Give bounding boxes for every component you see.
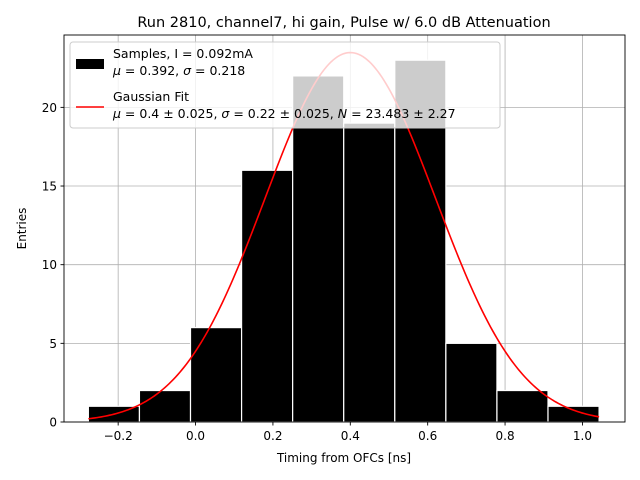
x-tick: 0.0 bbox=[186, 422, 205, 443]
histogram-bar bbox=[240, 169, 294, 423]
legend-patch bbox=[76, 59, 104, 69]
x-axis-ticks: −0.2 0.0 0.2 0.4 0.6 0.8 1.0 bbox=[104, 422, 592, 443]
y-tick-label: 0 bbox=[49, 416, 57, 430]
histogram-bar bbox=[445, 342, 498, 423]
legend-stats-part: μ bbox=[112, 63, 121, 78]
x-tick: −0.2 bbox=[104, 422, 133, 443]
plot-frame bbox=[63, 34, 626, 423]
legend-entry: Samples, I = 0.092mA μ = 0.392, σ = 0.218 bbox=[76, 46, 253, 78]
legend-stats-part: σ bbox=[183, 63, 192, 78]
y-tick-label: 15 bbox=[42, 180, 57, 194]
y-tick-label: 10 bbox=[42, 258, 57, 272]
chart-title: Run 2810, channel7, hi gain, Pulse w/ 6.… bbox=[137, 15, 550, 31]
y-tick-label: 20 bbox=[42, 101, 57, 115]
y-axis-ticks: 0 5 10 15 20 bbox=[42, 101, 64, 430]
y-axis-label: Entries bbox=[15, 208, 29, 250]
legend-stats-part: = 0.218 bbox=[191, 63, 245, 78]
legend-stats-part: σ bbox=[221, 106, 230, 121]
x-tick: 0.2 bbox=[263, 422, 282, 443]
legend-stats-part: = 0.22 ± 0.025, bbox=[229, 106, 337, 121]
y-tick: 5 bbox=[49, 337, 64, 351]
x-tick: 0.8 bbox=[496, 422, 515, 443]
y-tick: 10 bbox=[42, 258, 64, 272]
histogram-bar bbox=[547, 405, 600, 423]
histogram-bar bbox=[496, 389, 549, 423]
y-tick-label: 5 bbox=[49, 337, 57, 351]
x-axis-label: Timing from OFCs [ns] bbox=[276, 451, 411, 465]
legend-stats-part: = 23.483 ± 2.27 bbox=[347, 106, 455, 121]
y-tick: 15 bbox=[42, 180, 64, 194]
x-tick-label: −0.2 bbox=[104, 429, 133, 443]
legend-stats-part: N bbox=[338, 106, 348, 121]
legend-stats-part: μ bbox=[112, 106, 121, 121]
histogram-bar bbox=[189, 327, 243, 423]
y-tick: 0 bbox=[49, 416, 64, 430]
legend-stats-part: = 0.392, bbox=[121, 63, 183, 78]
x-tick: 1.0 bbox=[573, 422, 592, 443]
x-tick-label: 0.6 bbox=[418, 429, 437, 443]
x-tick-label: 1.0 bbox=[573, 429, 592, 443]
legend-stats: μ = 0.392, σ = 0.218 bbox=[112, 63, 245, 78]
y-tick: 20 bbox=[42, 101, 64, 115]
histogram-bar bbox=[138, 389, 192, 423]
x-tick: 0.6 bbox=[418, 422, 437, 443]
legend: Samples, I = 0.092mA μ = 0.392, σ = 0.218… bbox=[69, 41, 501, 129]
x-tick-label: 0.4 bbox=[341, 429, 360, 443]
legend-box bbox=[69, 41, 501, 129]
legend-stats: μ = 0.4 ± 0.025, σ = 0.22 ± 0.025, N = 2… bbox=[112, 106, 456, 121]
histogram-bar bbox=[343, 122, 396, 423]
x-tick-label: 0.8 bbox=[496, 429, 515, 443]
histogram-bar bbox=[292, 75, 345, 423]
x-tick: 0.4 bbox=[341, 422, 360, 443]
legend-label: Gaussian Fit bbox=[113, 89, 189, 104]
legend-stats-part: = 0.4 ± 0.025, bbox=[121, 106, 221, 121]
legend-entry: Gaussian Fit μ = 0.4 ± 0.025, σ = 0.22 ± … bbox=[76, 89, 456, 121]
x-tick-label: 0.0 bbox=[186, 429, 205, 443]
legend-label: Samples, I = 0.092mA bbox=[113, 46, 253, 61]
x-tick-label: 0.2 bbox=[263, 429, 282, 443]
